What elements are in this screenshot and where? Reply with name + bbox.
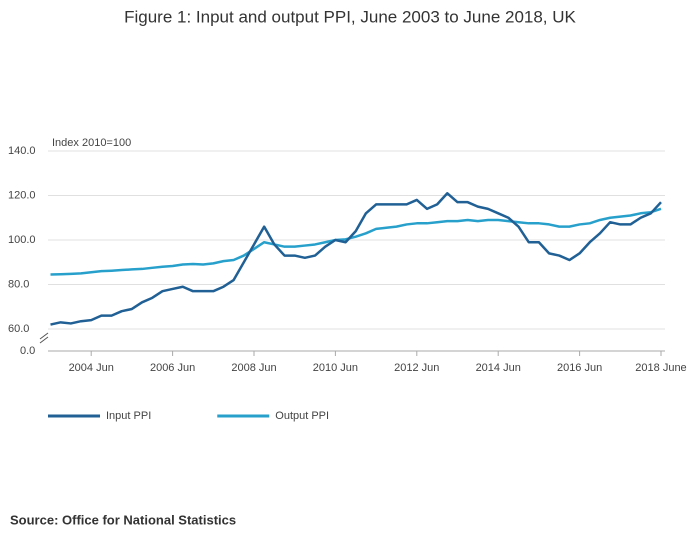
y-tick-label: 80.0 xyxy=(8,278,29,290)
legend-label: Input PPI xyxy=(106,410,151,422)
x-tick-label: 2014 Jun xyxy=(476,362,521,374)
legend-label: Output PPI xyxy=(275,410,329,422)
y-tick-label: 120.0 xyxy=(8,189,36,201)
y-tick-label: 140.0 xyxy=(8,145,36,157)
x-tick-label: 2004 Jun xyxy=(69,362,114,374)
x-tick-label: 2010 Jun xyxy=(313,362,358,374)
chart-title: Figure 1: Input and output PPI, June 200… xyxy=(124,7,576,26)
axis-break xyxy=(39,336,49,344)
x-tick-label: 2006 Jun xyxy=(150,362,195,374)
y-tick-label: 0.0 xyxy=(20,345,35,357)
x-tick-label: 2012 Jun xyxy=(394,362,439,374)
axis-break xyxy=(39,332,49,340)
source: Source: Office for National Statistics xyxy=(10,512,236,527)
y-axis-label: Index 2010=100 xyxy=(52,137,131,149)
series-line xyxy=(50,192,662,326)
x-tick-label: 2016 Jun xyxy=(557,362,602,374)
series-line xyxy=(50,207,662,276)
y-tick-label: 100.0 xyxy=(8,234,36,246)
x-tick-label: 2018 June xyxy=(635,362,686,374)
y-tick-label: 60.0 xyxy=(8,323,29,335)
x-tick-label: 2008 Jun xyxy=(231,362,276,374)
